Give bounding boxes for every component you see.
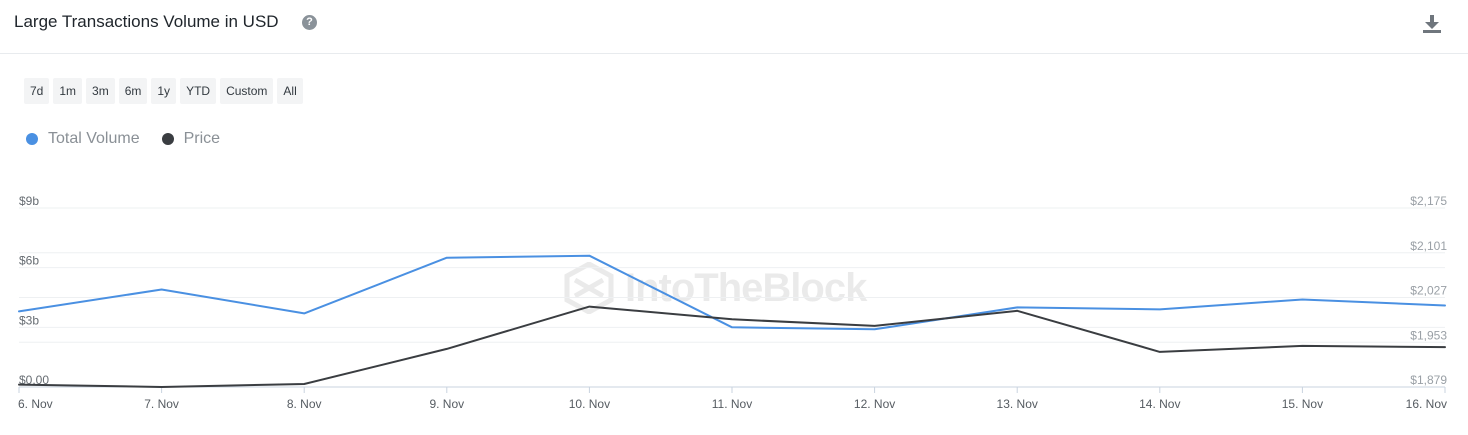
y-right-tick-label: $2,101 xyxy=(1410,239,1447,253)
y-right-tick-label: $1,953 xyxy=(1410,328,1447,342)
series-line-total-volume xyxy=(18,254,1446,331)
y-left-tick-label: $9b xyxy=(19,194,39,208)
y-right-tick-label: $2,175 xyxy=(1410,194,1447,208)
download-icon[interactable] xyxy=(1421,13,1443,35)
series-line-price xyxy=(18,305,1446,388)
chart-legend: Total Volume Price xyxy=(26,130,220,148)
x-tick-label: 13. Nov xyxy=(997,397,1038,411)
time-range-selector: 7d 1m 3m 6m 1y YTD Custom All xyxy=(24,78,303,104)
range-button-1y[interactable]: 1y xyxy=(151,78,177,104)
x-tick-label: 11. Nov xyxy=(712,397,752,411)
x-tick-label: 16. Nov xyxy=(1406,397,1447,411)
chart-title: Large Transactions Volume in USD xyxy=(14,12,279,31)
x-tick-label: 7. Nov xyxy=(144,397,179,411)
legend-item-price[interactable]: Price xyxy=(161,130,221,148)
legend-item-total-volume[interactable]: Total Volume xyxy=(26,130,140,148)
x-tick-label: 10. Nov xyxy=(569,397,610,411)
legend-dot-total-volume xyxy=(26,133,38,145)
range-button-1m[interactable]: 1m xyxy=(53,78,83,104)
y-left-tick-label: $6b xyxy=(19,254,39,268)
range-button-7d[interactable]: 7d xyxy=(24,78,50,104)
x-tick-label: 12. Nov xyxy=(854,397,895,411)
range-button-custom[interactable]: Custom xyxy=(220,78,274,104)
range-button-all[interactable]: All xyxy=(277,78,303,104)
y-right-tick-label: $2,027 xyxy=(1410,284,1447,298)
y-left-tick-label: $0.00 xyxy=(19,373,49,387)
question-circle-icon[interactable]: ? xyxy=(302,15,317,30)
legend-label-price: Price xyxy=(183,130,221,147)
range-button-ytd[interactable]: YTD xyxy=(180,78,217,104)
y-right-tick-label: $1,879 xyxy=(1410,373,1447,387)
x-tick-label: 15. Nov xyxy=(1282,397,1323,411)
legend-label-total-volume: Total Volume xyxy=(48,130,140,147)
x-tick-label: 14. Nov xyxy=(1139,397,1180,411)
x-tick-label: 8. Nov xyxy=(287,397,322,411)
chart-header: Large Transactions Volume in USD ? xyxy=(0,0,1468,54)
legend-dot-price xyxy=(161,133,174,145)
x-tick-label: 6. Nov xyxy=(18,397,53,411)
x-tick-label: 9. Nov xyxy=(429,397,464,411)
range-button-3m[interactable]: 3m xyxy=(86,78,115,104)
range-button-6m[interactable]: 6m xyxy=(118,78,148,104)
y-left-tick-label: $3b xyxy=(19,313,39,327)
